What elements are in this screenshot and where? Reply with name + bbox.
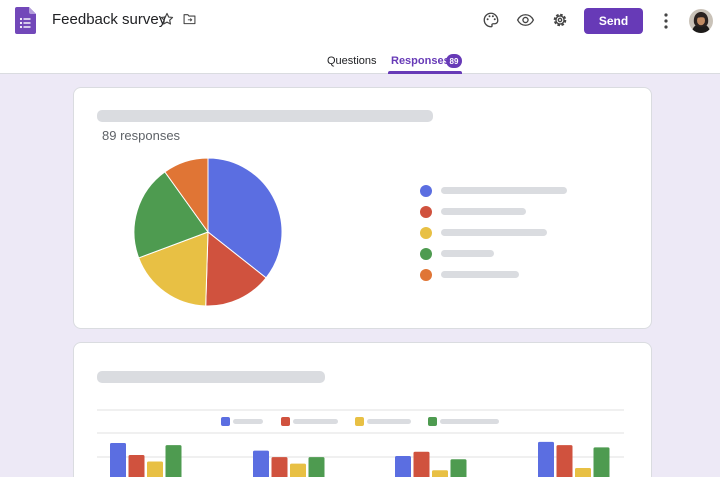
pie-slice-4 (133, 171, 209, 259)
bar-g3-s2 (413, 451, 430, 477)
pie-chart (133, 157, 283, 307)
avatar[interactable] (689, 9, 713, 33)
pie-slice-3 (138, 231, 209, 307)
legend-label-placeholder-5 (441, 271, 519, 278)
bar-g1-s2 (128, 454, 145, 477)
pie-slice-2 (205, 230, 267, 307)
forms-app-icon[interactable] (15, 7, 36, 34)
bar-g1-s4 (165, 445, 182, 477)
legend-label-placeholder-1 (441, 187, 567, 194)
bar-g4-s4 (593, 447, 610, 477)
legend-swatch-1 (420, 185, 432, 197)
bar-legend-swatch-4 (428, 417, 437, 426)
bar-g2-s2 (271, 457, 288, 477)
response-count-badge: 89 (446, 54, 462, 68)
bar-legend-swatch-3 (355, 417, 364, 426)
chart-title-placeholder (97, 371, 325, 383)
active-tab-indicator (388, 71, 462, 74)
bar-g4-s2 (556, 445, 573, 477)
gear-icon[interactable] (551, 11, 569, 29)
legend-label-placeholder-4 (441, 250, 494, 257)
bar-chart (97, 409, 624, 477)
legend-swatch-3 (420, 227, 432, 239)
bar-legend-label-placeholder-2 (293, 419, 338, 424)
legend-swatch-5 (420, 269, 432, 281)
bar-g4-s3 (575, 468, 591, 477)
folder-move-icon[interactable] (183, 13, 196, 25)
bar-legend-swatch-1 (221, 417, 230, 426)
legend-label-placeholder-2 (441, 208, 526, 215)
bar-g2-s4 (308, 457, 325, 477)
form-title[interactable]: Feedback survey (52, 11, 167, 28)
send-button[interactable]: Send (584, 8, 643, 34)
bar-g2-s3 (290, 463, 306, 477)
legend-swatch-4 (420, 248, 432, 260)
bar-g1-s1 (110, 442, 126, 477)
legend-swatch-2 (420, 206, 432, 218)
legend-label-placeholder-3 (441, 229, 547, 236)
bar-g3-s1 (395, 456, 411, 477)
eye-preview-icon[interactable] (516, 11, 535, 29)
top-app-bar: Feedback survey Send Questions Responses… (0, 0, 720, 74)
bar-legend-label-placeholder-3 (367, 419, 411, 424)
bar-g3-s4 (450, 459, 467, 477)
bar-g1-s3 (147, 461, 163, 477)
bar-g4-s1 (538, 441, 554, 477)
tab-questions[interactable]: Questions (327, 55, 377, 67)
star-icon[interactable] (160, 12, 174, 26)
bar-legend-label-placeholder-1 (233, 419, 263, 424)
more-vert-icon[interactable] (660, 12, 672, 30)
bar-legend-swatch-2 (281, 417, 290, 426)
responses-count: 89 responses (102, 128, 181, 143)
tab-responses[interactable]: Responses (391, 55, 450, 67)
pie-slice-5 (164, 157, 209, 234)
bar-g3-s3 (432, 470, 448, 477)
bar-legend-label-placeholder-4 (440, 419, 499, 424)
pie-slice-1 (207, 157, 283, 279)
palette-icon[interactable] (482, 11, 500, 29)
question-title-placeholder (97, 110, 433, 122)
bar-g2-s1 (253, 450, 269, 477)
